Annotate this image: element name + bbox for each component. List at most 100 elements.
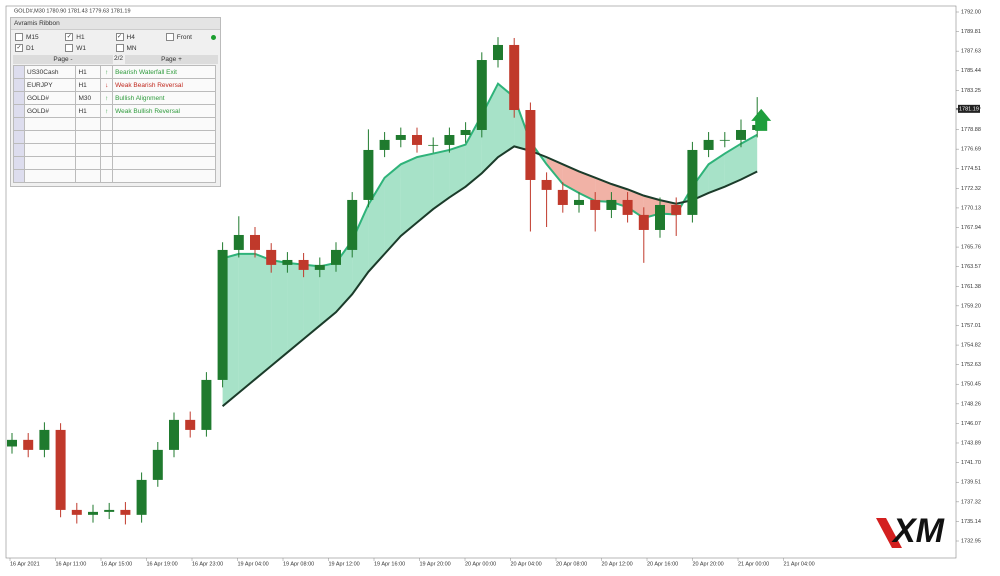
timeframe-label: W1 <box>76 44 86 52</box>
candle-body <box>541 179 552 190</box>
cell <box>112 169 216 183</box>
timeframe-option[interactable]: ✓ D1 <box>15 44 65 52</box>
symbol: EURJPY <box>23 78 77 92</box>
timeframe-option[interactable]: M15 <box>15 33 65 41</box>
cell <box>75 156 102 170</box>
checkbox[interactable] <box>165 33 174 41</box>
signal: Bearish Waterfall Exit <box>112 65 216 79</box>
row-icon <box>13 169 25 183</box>
y-tick-label: 1748.26 <box>961 401 981 407</box>
candle-body <box>152 449 163 480</box>
signal-table: US30Cash H1 ↑ Bearish Waterfall Exit EURJPY H… <box>13 65 216 183</box>
y-tick-label: 1774.51 <box>961 166 981 172</box>
y-tick-label: 1765.76 <box>961 245 981 251</box>
timeframe-label: D1 <box>26 44 35 52</box>
signal-row[interactable]: US30Cash H1 ↑ Bearish Waterfall Exit <box>13 65 216 79</box>
row-icon <box>13 156 25 170</box>
candle-body <box>719 139 730 141</box>
pager: Page - 2/2 Page + <box>13 55 218 64</box>
y-tick-label: 1770.13 <box>961 205 981 211</box>
status-dot <box>211 34 216 40</box>
signal-row[interactable]: GOLD# M30 ↑ Bullish Alignment <box>13 91 216 105</box>
row-icon <box>13 143 25 157</box>
timeframe-label: MN <box>126 44 137 52</box>
row-icon <box>13 117 25 131</box>
candle-body <box>88 511 98 515</box>
checkbox[interactable]: ✓ <box>115 33 124 41</box>
ribbon-band <box>352 204 369 295</box>
cell <box>100 130 114 144</box>
ribbon-band <box>287 262 304 353</box>
ribbon-line <box>222 82 758 268</box>
row-icon <box>13 91 25 105</box>
candle-body <box>606 199 617 210</box>
cell <box>100 117 114 131</box>
cell <box>112 143 216 157</box>
cell <box>112 156 216 170</box>
y-tick-label: 1743.89 <box>961 440 981 446</box>
ribbon-band <box>595 177 612 202</box>
row-icon <box>13 78 25 92</box>
candle-body <box>395 135 406 140</box>
logo-slash <box>876 518 902 548</box>
y-tick-label: 1783.25 <box>961 88 981 94</box>
y-tick-label: 1776.69 <box>961 147 981 153</box>
timeframe-option[interactable]: MN <box>115 44 166 52</box>
candle-body <box>71 509 82 515</box>
candle-body <box>347 199 358 250</box>
x-tick-label: 16 Apr 11:00 <box>56 561 87 567</box>
candle-body <box>460 129 471 136</box>
panel-title: Avramis Ribbon <box>11 18 220 30</box>
candle-body <box>169 419 179 450</box>
ribbon-band <box>724 143 741 187</box>
checkbox[interactable] <box>15 33 23 41</box>
last-price-label: 1781.19 <box>959 106 979 112</box>
checkbox[interactable] <box>65 44 74 52</box>
candle-body <box>687 149 698 215</box>
page-prev[interactable]: Page - <box>13 55 113 64</box>
candle-body <box>703 139 714 150</box>
candle-body <box>493 44 503 61</box>
cell <box>100 156 114 170</box>
ribbon-band <box>449 144 466 198</box>
cell <box>100 169 114 183</box>
y-tick-label: 1785.44 <box>961 68 981 74</box>
candle-body <box>557 189 568 205</box>
timeframe-option[interactable]: W1 <box>65 44 115 52</box>
checkbox[interactable]: ✓ <box>65 33 74 41</box>
candle-body <box>331 249 341 265</box>
ribbon-panel[interactable]: Avramis Ribbon M15 ✓ H1 ✓ H4 Front ✓ D1 W1 MN Pag… <box>10 17 221 187</box>
x-tick-label: 21 Apr 04:00 <box>784 561 815 567</box>
cell <box>112 117 216 131</box>
candle-body <box>266 249 277 265</box>
signal-row[interactable]: EURJPY H1 ↓ Weak Bearish Reversal <box>13 78 216 92</box>
candle-body <box>590 199 601 210</box>
page-next[interactable]: Page + <box>125 55 218 64</box>
y-tick-label: 1757.01 <box>961 323 981 329</box>
timeframe: H1 <box>75 65 102 79</box>
x-tick-label: 19 Apr 12:00 <box>329 561 360 567</box>
checkbox[interactable]: ✓ <box>15 44 23 52</box>
timeframe: M30 <box>75 91 102 105</box>
x-tick-label: 19 Apr 16:00 <box>374 561 405 567</box>
cell <box>75 130 102 144</box>
ribbon-band <box>417 153 434 223</box>
y-tick-label: 1767.94 <box>961 225 981 231</box>
y-tick-label: 1739.51 <box>961 480 981 486</box>
y-tick-label: 1752.63 <box>961 362 981 368</box>
candle-body <box>250 234 260 250</box>
direction-arrow: ↑ <box>100 104 114 118</box>
symbol: GOLD# <box>23 91 77 105</box>
y-tick-label: 1789.81 <box>961 29 981 35</box>
cell <box>23 156 77 170</box>
timeframe-option[interactable]: Front <box>165 33 216 41</box>
y-tick-label: 1761.38 <box>961 284 981 290</box>
timeframe-option[interactable]: ✓ H1 <box>65 33 115 41</box>
signal-row[interactable]: GOLD# H1 ↑ Weak Bullish Reversal <box>13 104 216 118</box>
x-tick-label: 21 Apr 00:00 <box>738 561 769 567</box>
empty-row <box>13 117 216 131</box>
checkbox[interactable] <box>115 44 124 52</box>
timeframe-option[interactable]: ✓ H4 <box>115 33 166 41</box>
candle-body <box>7 439 17 447</box>
